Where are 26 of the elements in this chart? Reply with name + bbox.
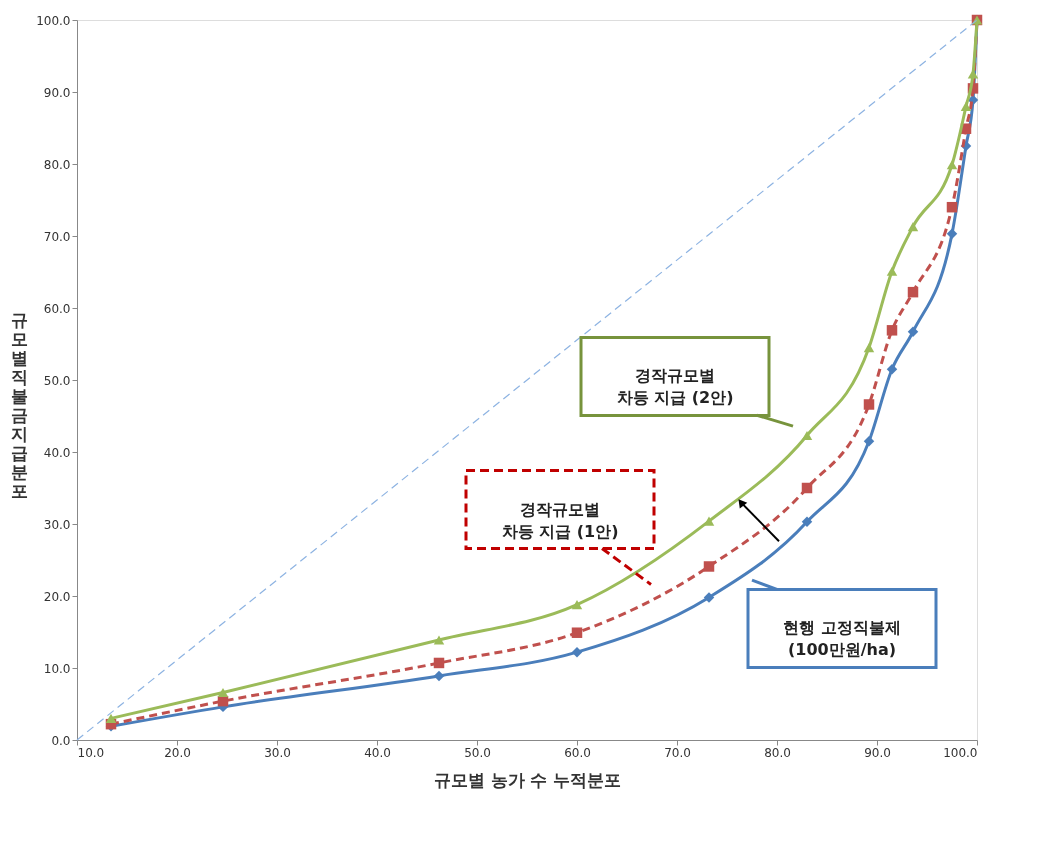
y-tick-label: 100.0 (36, 13, 71, 28)
x-axis-title: 규모별 농가 수 누적분포 (433, 769, 622, 790)
y-tick-label: 40.0 (43, 445, 71, 460)
y-tick-label: 10.0 (43, 661, 71, 676)
x-tick-label: 100.0 (943, 745, 978, 760)
y-tick-label: 0.0 (51, 733, 71, 748)
x-tick-label: 40.0 (364, 745, 391, 760)
y-tick-label: 20.0 (43, 589, 71, 604)
y-tick-label: 60.0 (43, 301, 71, 316)
x-tick-label: 10.0 (77, 745, 105, 760)
x-tick-label: 50.0 (464, 745, 491, 760)
y-tick-label: 50.0 (43, 373, 71, 388)
text: 규모별 직불금 지급 분포 (11, 309, 28, 501)
y-tick-label: 30.0 (43, 517, 71, 532)
annotation: 경작규모별 차등 지급 (1안) (501, 499, 619, 541)
x-tick-label: 90.0 (864, 745, 891, 760)
annotation: 경작규모별 차등 지급 (2안) (616, 366, 734, 408)
x-tick-label: 60.0 (564, 745, 591, 760)
annotation: 현행 고정직불제 (100만원/ha) (783, 618, 901, 660)
x-tick-label: 80.0 (764, 745, 791, 760)
y-tick-label: 90.0 (43, 85, 71, 100)
x-tick-label: 20.0 (164, 745, 191, 760)
y-tick-label: 80.0 (43, 157, 71, 172)
x-tick-label: 30.0 (264, 745, 291, 760)
x-tick-label: 70.0 (664, 745, 691, 760)
y-tick-label: 70.0 (43, 229, 71, 244)
